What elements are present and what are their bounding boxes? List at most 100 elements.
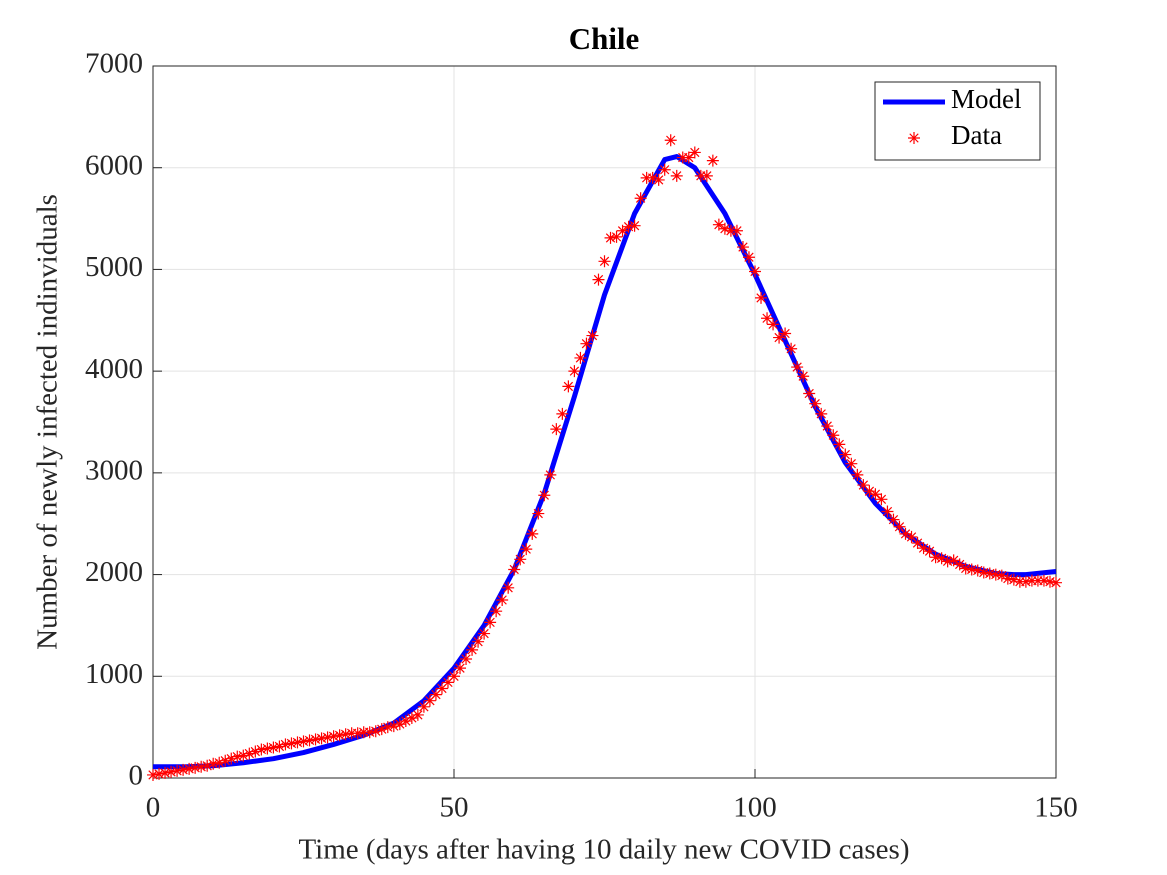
data-point [478,627,491,640]
data-point [773,331,786,344]
data-point [1025,574,1038,587]
data-point [363,726,376,739]
data-point [159,766,172,779]
legend-box [874,81,1041,161]
data-point [953,558,966,571]
data-point [911,537,924,550]
data-point [833,438,846,451]
data-point [628,219,641,232]
data-point [231,750,244,763]
data-point [791,361,804,374]
data-point [405,711,418,724]
data-point [562,380,575,393]
data-point [532,507,545,520]
data-point [393,718,406,731]
data-point [429,688,442,701]
data-point [815,407,828,420]
x-tick-label: 0 [146,792,161,824]
data-point [670,169,683,182]
y-tick-label: 3000 [85,455,143,487]
data-point [333,729,346,742]
data-point [682,151,695,164]
data-point [195,760,208,773]
data-point [779,327,792,340]
data-point [658,163,671,176]
data-point [863,485,876,498]
data-point [598,255,611,268]
data-point [285,737,298,750]
x-axis-label: Time (days after having 10 daily new COV… [298,834,909,866]
y-tick-label: 6000 [85,149,143,181]
data-point [381,721,394,734]
data-point [520,543,533,556]
data-point [357,726,370,739]
legend-swatch [908,132,920,144]
data-point [297,735,310,748]
model-line [153,154,1057,770]
data-point [724,224,737,237]
data-point [923,545,936,558]
data-point [321,731,334,744]
data-point [279,738,292,751]
data-point [983,567,996,580]
data-point [755,291,768,304]
data-point [351,727,364,740]
data-point [803,387,816,400]
data-point [243,747,256,760]
data-point [490,605,503,618]
data-point [869,488,882,501]
data-point [147,768,159,781]
data-point [454,662,467,675]
data-point [502,581,515,594]
data-point [881,505,894,518]
data-point [466,643,479,656]
data-point [189,761,202,774]
data-point [207,757,220,770]
data-point [586,329,599,342]
data-point [616,224,629,237]
data-point [441,676,454,689]
data-point [423,694,436,707]
data-point [875,493,888,506]
data-point [568,365,581,378]
data-point [1031,574,1044,587]
data-point [664,134,677,147]
data-point [375,723,388,736]
data-point [785,342,798,355]
data-point [1019,575,1032,588]
data-point [448,670,460,683]
legend-label: Model [951,84,1022,114]
data-point [905,530,918,543]
data-point [604,231,617,244]
data-point [676,151,689,164]
data-point [496,594,509,606]
data-point [526,527,539,540]
data-point [965,563,978,576]
data-point [1037,574,1050,587]
data-point [767,318,780,331]
data-point [327,730,340,743]
data-point [742,251,755,264]
data-point [435,682,448,695]
y-axis-label: Number of newly infected indinviduals [32,194,64,650]
data-point [309,733,322,746]
data-point [219,754,232,767]
data-point [153,767,166,780]
data-point [1001,572,1014,585]
data-point [369,725,382,738]
data-point [610,230,623,243]
data-point [712,218,725,231]
data-point [893,520,906,533]
data-point [411,708,424,721]
data-point [827,429,840,442]
data-point [761,312,774,325]
chart-title: Chile [569,21,640,56]
data-point [484,616,497,629]
data-point [255,743,268,756]
data-point [514,553,527,566]
data-point [700,169,713,182]
data-point [845,457,858,470]
data-point [165,765,178,778]
data-point [267,741,280,754]
data-point [177,763,190,776]
